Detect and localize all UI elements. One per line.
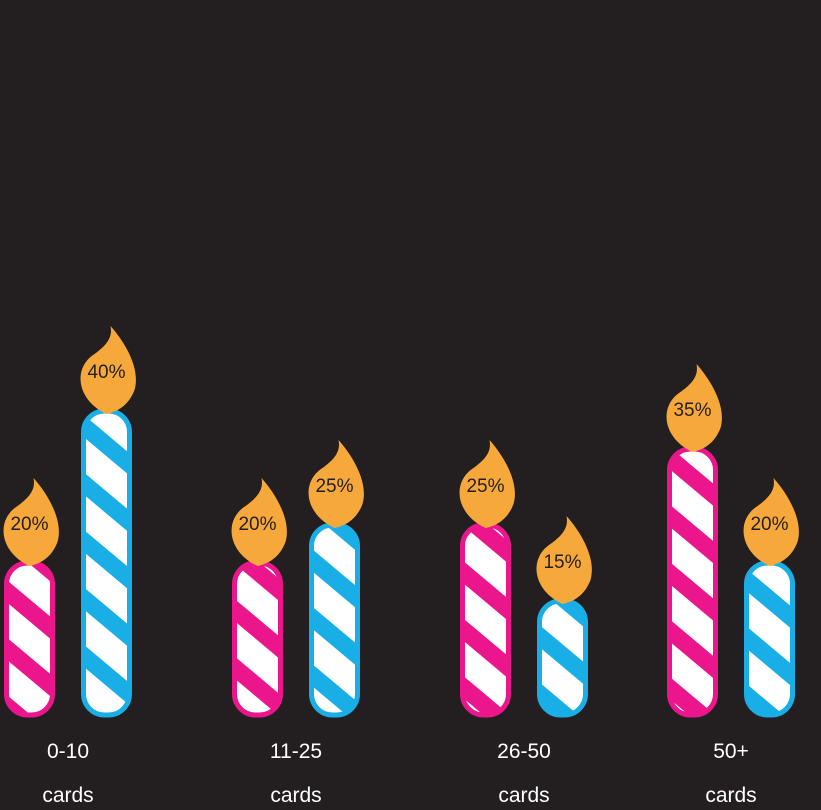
value-label: 20% [238, 514, 276, 535]
flame [231, 478, 287, 566]
candle-body [537, 598, 588, 718]
flame [743, 478, 799, 566]
value-label: 20% [750, 514, 788, 535]
value-label: 25% [466, 476, 504, 497]
candle-3-0: 35% [666, 364, 722, 718]
value-label: 25% [315, 476, 353, 497]
candle-2-0: 25% [459, 440, 515, 718]
category-label-line2: cards [498, 784, 549, 807]
candle-0-0: 20% [3, 478, 59, 718]
flame [536, 516, 592, 604]
flame [80, 326, 136, 414]
candle-body [309, 522, 360, 718]
category-label-line1: 11-25 [270, 740, 322, 763]
candle-0-1: 40% [80, 326, 136, 718]
flame [308, 440, 364, 528]
value-label: 35% [673, 400, 711, 421]
candle-body [460, 522, 511, 718]
candle-body [4, 560, 55, 718]
flame [666, 364, 722, 452]
candle-1-0: 20% [231, 478, 287, 718]
category-labels: 0-10 cards 11-25 cards 26-50 cards 50+ cards [42, 740, 756, 807]
category-label-line2: cards [42, 784, 93, 807]
value-label: 15% [543, 552, 581, 573]
candle-1-1: 25% [308, 440, 364, 718]
category-label-line1: 26-50 [497, 740, 551, 763]
bars-layer: 20% 40% 20% 25% 25% 15% 35% 20% [3, 326, 799, 718]
category-label-line2: cards [705, 784, 756, 807]
category-label-line1: 50+ [713, 740, 749, 763]
candle-3-1: 20% [743, 478, 799, 718]
value-label: 40% [87, 362, 125, 383]
flame [3, 478, 59, 566]
value-label: 20% [10, 514, 48, 535]
candle-body [232, 560, 283, 718]
candle-2-1: 15% [536, 516, 592, 718]
flame [459, 440, 515, 528]
candle-body [667, 446, 718, 718]
category-label-line2: cards [270, 784, 321, 807]
category-label-line1: 0-10 [47, 740, 89, 763]
candle-body [744, 560, 795, 718]
candle-body [81, 408, 132, 718]
